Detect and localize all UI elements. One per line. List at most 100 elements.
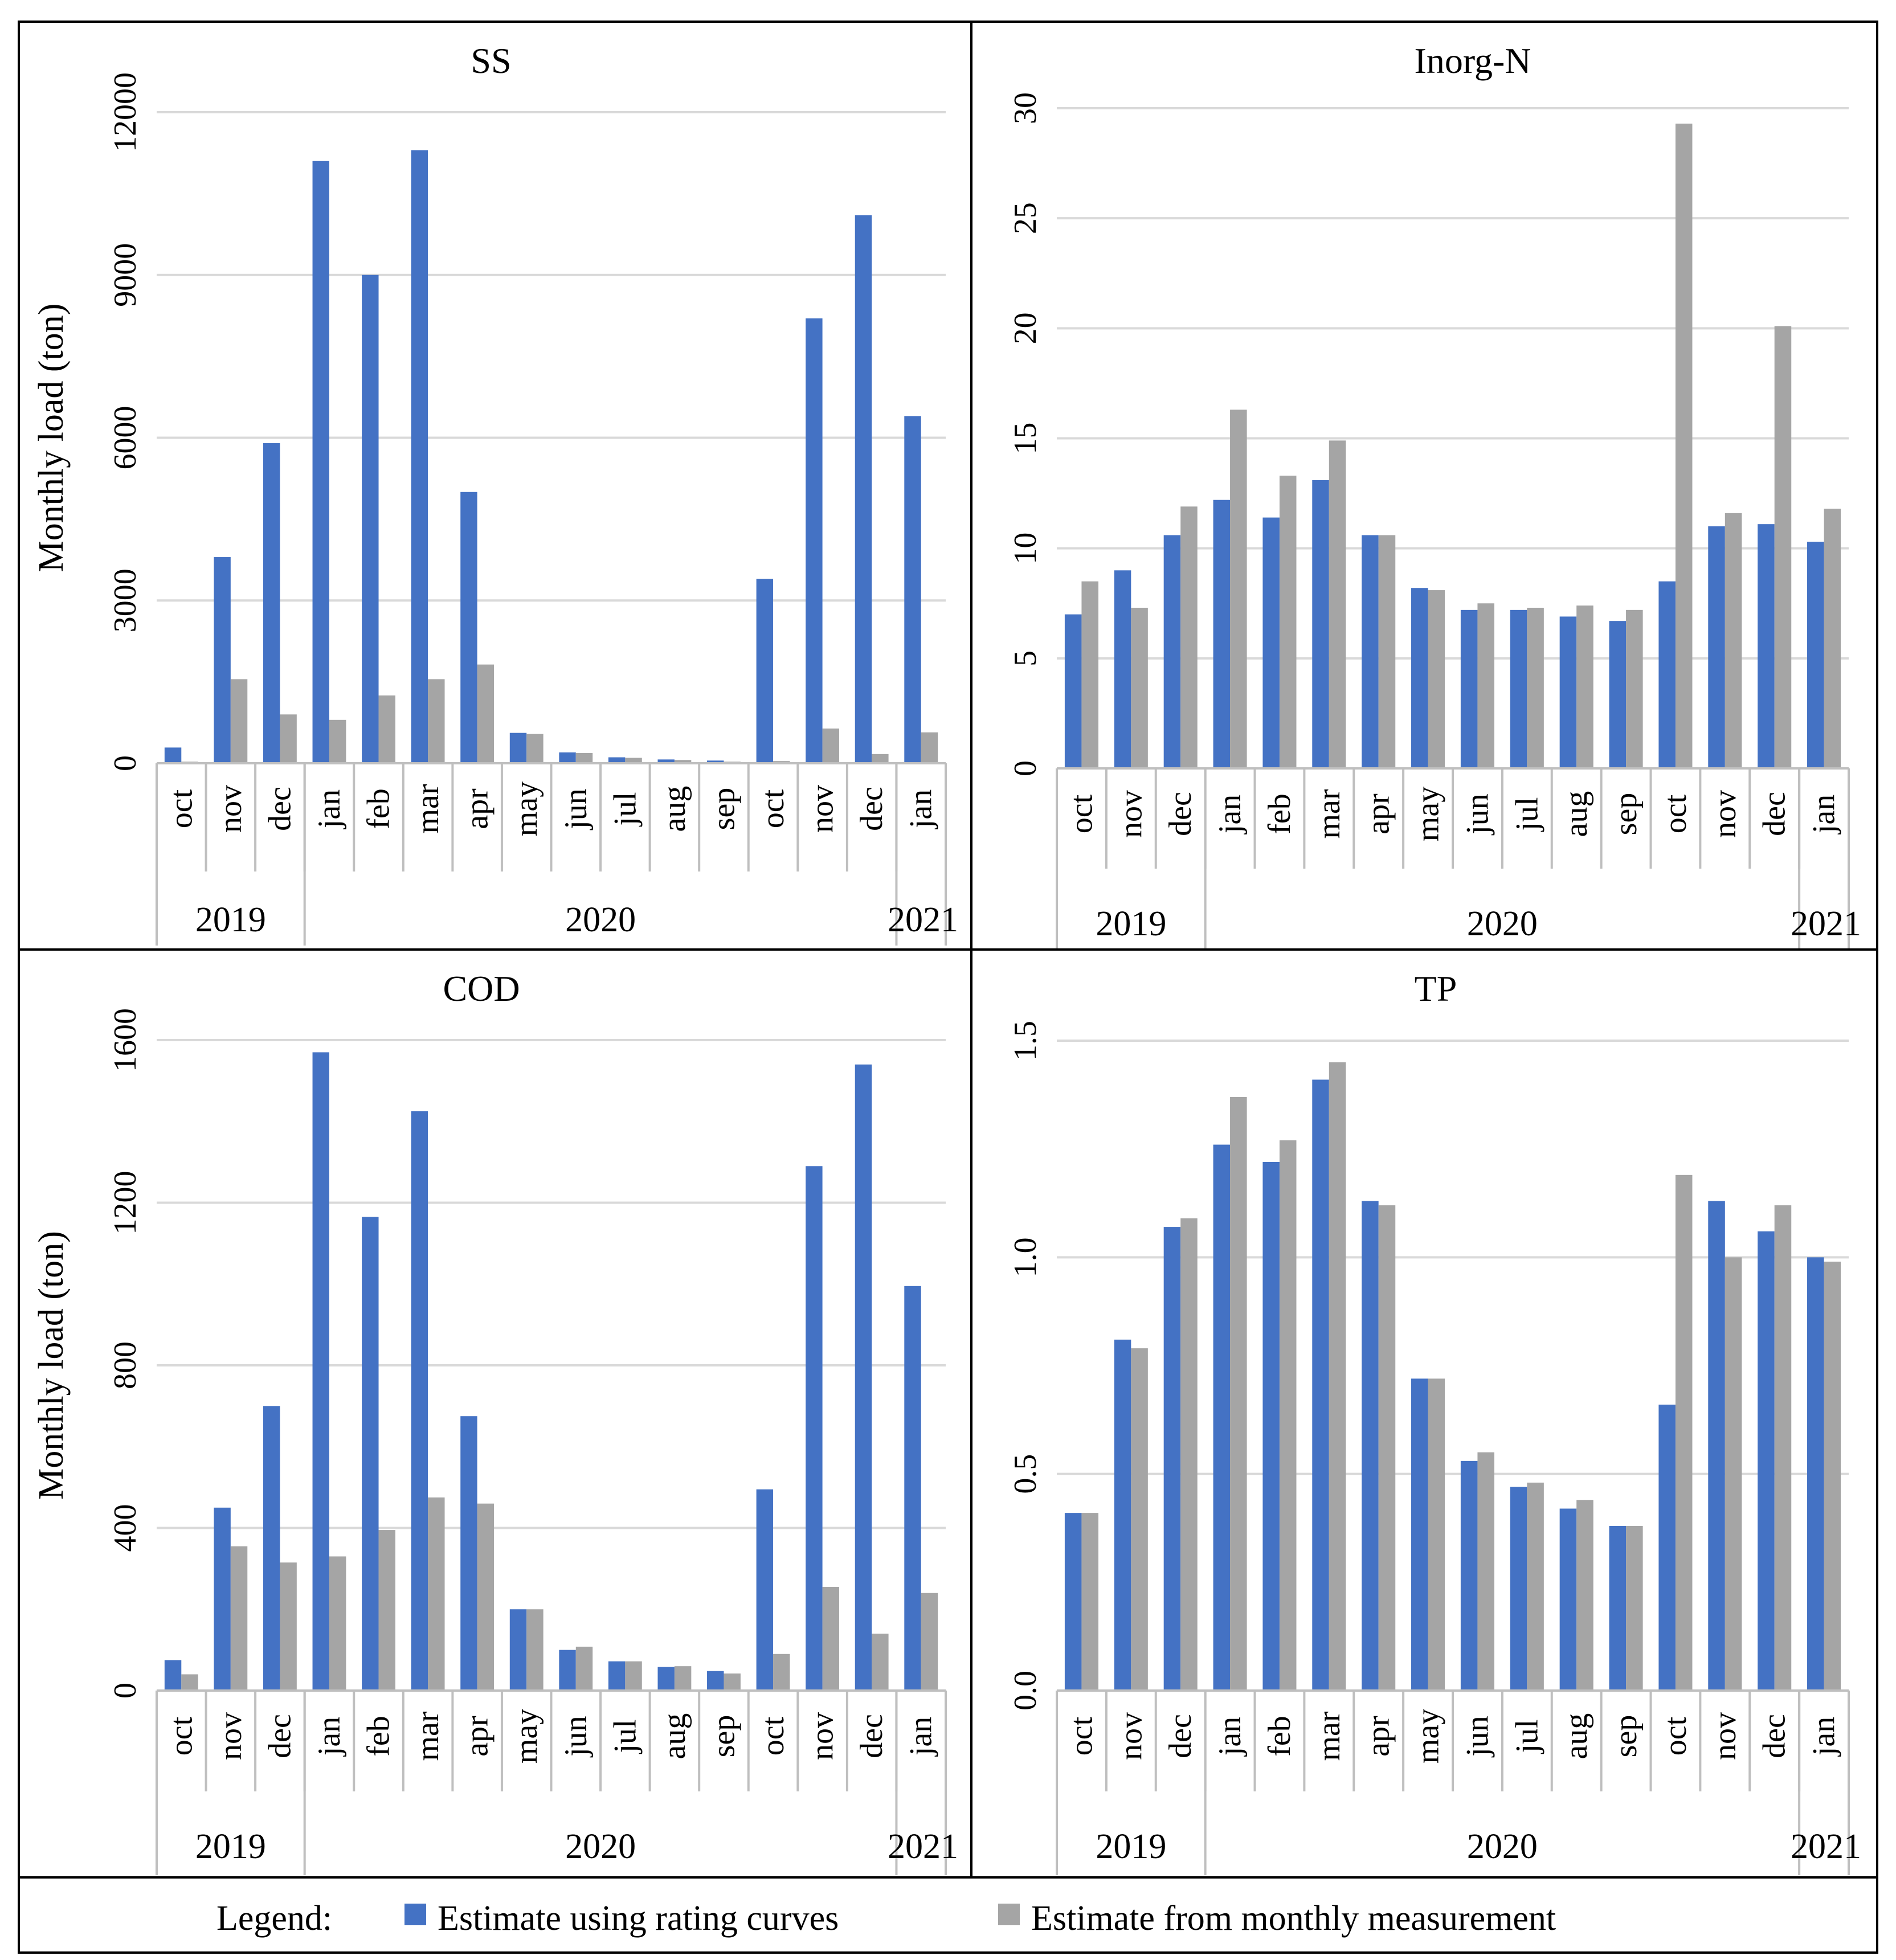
x-tick-label-cod: jun [558,1716,594,1758]
bar-cod-rating-curves [164,1660,182,1691]
bar-ss-rating-curves [904,416,921,763]
legend-label: Legend: [216,1899,332,1938]
y-tick-label-inorg-n: 20 [1008,312,1043,344]
bar-ss-monthly-measurement [280,714,297,763]
chart-title-inorg-n: Inorg-N [1415,40,1531,81]
x-tick-label-ss: may [509,781,544,836]
bar-ss-rating-curves [164,747,182,763]
y-tick-label-cod: 1600 [108,1008,143,1072]
year-label-inorg-n: 2021 [1791,905,1861,943]
bar-cod-monthly-measurement [872,1634,889,1691]
bar-inorg-n-rating-curves [1163,535,1181,768]
bar-cod-monthly-measurement [230,1546,248,1691]
bar-cod-monthly-measurement [773,1654,790,1691]
bar-inorg-n-rating-curves [1658,581,1676,768]
x-tick-label-inorg-n: sep [1608,793,1644,836]
x-tick-label-inorg-n: jan [1807,795,1842,834]
y-tick-label-cod: 1200 [108,1171,143,1235]
bar-tp-monthly-measurement [1131,1348,1148,1691]
x-tick-label-inorg-n: jul [1509,797,1544,832]
bar-tp-monthly-measurement [1824,1261,1841,1691]
x-tick-label-cod: jan [904,1717,939,1757]
year-label-tp: 2020 [1467,1827,1538,1866]
bar-ss-rating-curves [362,275,379,763]
x-tick-label-inorg-n: jan [1212,795,1248,834]
bar-tp-rating-curves [1807,1257,1824,1691]
year-label-tp: 2019 [1096,1827,1166,1866]
x-tick-label-ss: sep [706,788,741,830]
y-tick-label-inorg-n: 10 [1008,533,1043,564]
x-tick-label-cod: apr [460,1716,495,1757]
y-tick-label-inorg-n: 25 [1008,202,1043,234]
bar-inorg-n-rating-curves [1064,614,1082,768]
bar-cod-monthly-measurement [625,1661,642,1691]
bar-ss-rating-curves [312,161,329,764]
bar-tp-monthly-measurement [1279,1140,1297,1691]
bar-ss-monthly-measurement [477,664,495,763]
y-tick-label-cod: 400 [108,1504,143,1552]
bar-cod-rating-curves [460,1416,477,1691]
bar-ss-monthly-measurement [674,760,692,763]
bar-cod-rating-curves [855,1064,872,1691]
bar-ss-rating-curves [657,759,675,763]
bar-tp-rating-curves [1362,1201,1379,1691]
bar-ss-monthly-measurement [378,695,395,763]
chart-ss: SS Monthly load (ton) 0 3000 6000 9000 12000 oc… [32,40,958,946]
bar-tp-rating-curves [1114,1339,1131,1691]
x-tick-label-ss: jan [312,789,347,829]
y-tick-label-tp: 1.5 [1008,1021,1043,1061]
bar-cod-rating-curves [509,1609,527,1691]
y-tick-label-tp: 1.0 [1008,1237,1043,1277]
bar-ss-monthly-measurement [872,754,889,763]
bar-tp-rating-curves [1708,1201,1725,1691]
bar-ss-rating-curves [263,443,280,763]
x-tick-label-tp: jun [1460,1716,1495,1758]
chart-title-ss: SS [471,40,511,81]
bar-ss-rating-curves [806,318,823,763]
bar-inorg-n-rating-curves [1807,542,1824,768]
x-tick-label-cod: may [509,1709,544,1763]
bar-ss-rating-curves [855,215,872,764]
x-tick-label-ss: mar [410,784,446,833]
y-tick-label-inorg-n: 30 [1008,92,1043,124]
bar-inorg-n-rating-curves [1460,609,1478,768]
bar-ss-monthly-measurement [526,734,544,763]
bar-cod-monthly-measurement [526,1609,544,1691]
bar-tp-monthly-measurement [1527,1482,1544,1691]
x-tick-label-tp: sep [1608,1715,1644,1758]
bar-inorg-n-monthly-measurement [1081,581,1098,768]
bar-cod-rating-curves [756,1489,774,1691]
bar-cod-monthly-measurement [477,1503,495,1691]
x-tick-label-ss: oct [755,789,791,828]
x-tick-label-ss: dec [854,787,889,831]
bar-cod-rating-curves [707,1671,724,1691]
y-axis-label-cod: Monthly load (ton) [32,1231,71,1500]
y-tick-label-inorg-n: 5 [1008,650,1043,666]
x-tick-label-cod: oct [755,1716,791,1756]
bar-inorg-n-monthly-measurement [1180,506,1198,768]
bar-tp-rating-curves [1510,1487,1527,1691]
bar-tp-monthly-measurement [1180,1218,1198,1691]
bar-inorg-n-rating-curves [1312,480,1329,768]
bar-tp-monthly-measurement [1329,1062,1346,1691]
x-tick-label-tp: nov [1707,1712,1743,1760]
bar-cod-monthly-measurement [921,1593,938,1691]
bar-cod-rating-curves [214,1507,231,1691]
x-tick-label-inorg-n: feb [1262,793,1297,834]
bar-cod-monthly-measurement [428,1497,445,1691]
bar-tp-monthly-measurement [1675,1175,1693,1691]
bar-ss-monthly-measurement [625,758,642,763]
bar-inorg-n-rating-curves [1262,517,1280,768]
bar-ss-rating-curves [756,579,774,763]
x-tick-label-ss: oct [164,789,199,828]
bar-tp-monthly-measurement [1626,1525,1643,1691]
x-tick-label-cod: feb [361,1716,397,1757]
bar-tp-rating-curves [1658,1404,1676,1691]
bar-inorg-n-rating-curves [1609,621,1627,768]
bar-inorg-n-rating-curves [1708,526,1725,768]
x-tick-label-cod: dec [262,1714,297,1758]
bar-tp-rating-curves [1411,1378,1428,1691]
